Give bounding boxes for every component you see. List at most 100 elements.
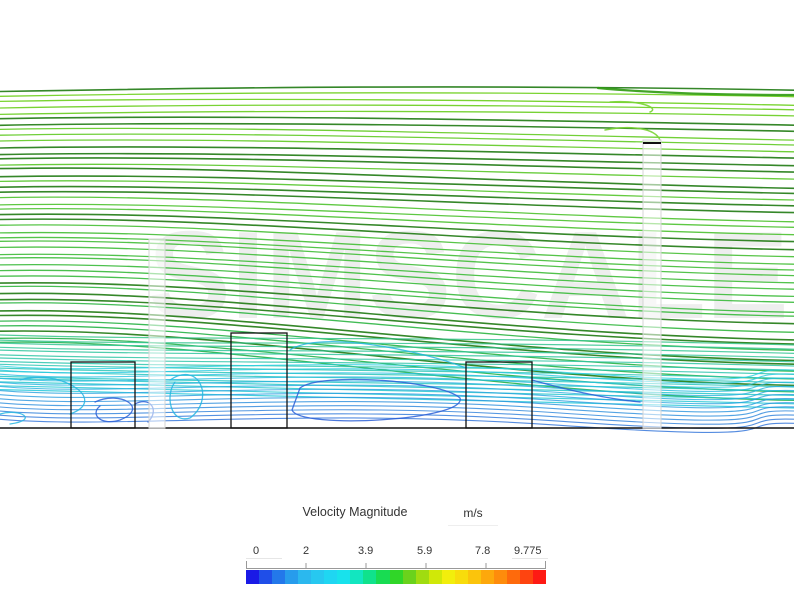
streamline <box>0 354 794 367</box>
colorbar-swatch <box>441 570 455 584</box>
streamline <box>0 263 794 303</box>
streamline <box>0 92 794 98</box>
tick-label: 7.8 <box>475 545 491 557</box>
streamline <box>0 375 794 392</box>
pole-left <box>148 238 166 429</box>
streamline <box>0 292 794 341</box>
streamline <box>0 334 794 346</box>
streamline <box>0 253 794 290</box>
streamline <box>0 157 794 173</box>
streamline <box>0 309 794 362</box>
streamline <box>604 127 661 141</box>
streamline <box>0 346 794 359</box>
legend-title: Velocity Magnitude <box>302 505 408 519</box>
streamline <box>0 246 794 284</box>
colorbar-swatch <box>415 570 429 584</box>
streamline <box>0 240 794 277</box>
streamline <box>0 401 794 417</box>
streamline <box>0 417 794 433</box>
streamline <box>0 257 794 298</box>
streamline <box>0 208 794 236</box>
streamline <box>0 224 794 258</box>
tick-label: 5.9 <box>417 545 433 557</box>
streamline <box>0 380 794 397</box>
tick-underline <box>512 558 548 559</box>
colorbar-swatch <box>363 570 377 584</box>
streamline <box>0 364 794 380</box>
colorbar-swatch <box>337 570 351 584</box>
pole-right <box>642 139 662 429</box>
colorbar-swatch <box>389 570 403 584</box>
streamline <box>0 152 794 167</box>
streamlines <box>0 86 794 433</box>
streamline <box>531 379 641 403</box>
streamline <box>0 104 794 111</box>
colorbar-swatch <box>467 570 481 584</box>
streamline <box>0 231 794 265</box>
streamline <box>0 409 794 425</box>
streamline <box>0 146 794 159</box>
streamline <box>0 163 794 180</box>
streamline <box>0 86 794 93</box>
tick-underline <box>246 558 282 559</box>
colorbar-swatch <box>454 570 468 584</box>
streamline <box>0 396 794 413</box>
streamline <box>0 392 794 409</box>
streamline <box>0 320 794 372</box>
streamline <box>0 349 794 363</box>
colorbar-swatch <box>259 570 273 584</box>
legend-axis <box>246 561 546 569</box>
streamline <box>0 367 794 384</box>
streamline <box>609 100 654 113</box>
streamline <box>0 218 794 251</box>
streamline <box>0 282 794 325</box>
streamline <box>0 302 794 351</box>
tick-label: 2 <box>303 545 310 557</box>
streamline <box>0 368 794 384</box>
streamline <box>0 285 794 333</box>
colorbar-swatch <box>324 570 338 584</box>
colorbar-swatch <box>350 570 364 584</box>
streamline <box>0 98 794 106</box>
streamline <box>291 378 461 422</box>
streamline <box>0 411 26 425</box>
building-1 <box>70 361 136 429</box>
building-2 <box>230 332 288 429</box>
streamline <box>0 127 794 141</box>
streamline <box>0 269 794 313</box>
colorbar-swatch <box>428 570 442 584</box>
streamline <box>0 133 794 146</box>
watermark-text: SIMSCALE <box>148 207 789 345</box>
legend-unit-selector[interactable]: m/s <box>448 505 498 526</box>
streamline <box>0 342 794 354</box>
streamline <box>0 405 794 421</box>
streamline <box>0 384 794 401</box>
geometry <box>0 139 794 429</box>
colorbar-swatch <box>285 570 299 584</box>
streamline <box>94 397 134 423</box>
streamline <box>169 373 204 420</box>
streamline <box>0 213 794 243</box>
streamline <box>0 203 794 228</box>
legend-tick-labels: 0 2 3.9 5.9 7.8 9.775 <box>246 545 548 559</box>
colorbar-swatch <box>506 570 520 584</box>
tick-label: 0 <box>253 545 260 557</box>
streamline <box>0 275 794 317</box>
colorbar-swatch <box>493 570 507 584</box>
streamline <box>0 116 794 126</box>
streamline <box>0 339 794 350</box>
colorbar-swatch <box>311 570 325 584</box>
streamline <box>0 122 794 133</box>
legend-colorbar <box>246 570 547 584</box>
colorbar-swatch <box>519 570 534 584</box>
colorbar-swatch <box>272 570 286 584</box>
streamline <box>0 360 794 375</box>
streamline <box>0 236 794 271</box>
streamline <box>0 167 794 190</box>
streamline <box>0 180 794 201</box>
colorbar-swatch <box>376 570 390 584</box>
streamline <box>0 370 794 388</box>
streamline <box>0 413 794 429</box>
